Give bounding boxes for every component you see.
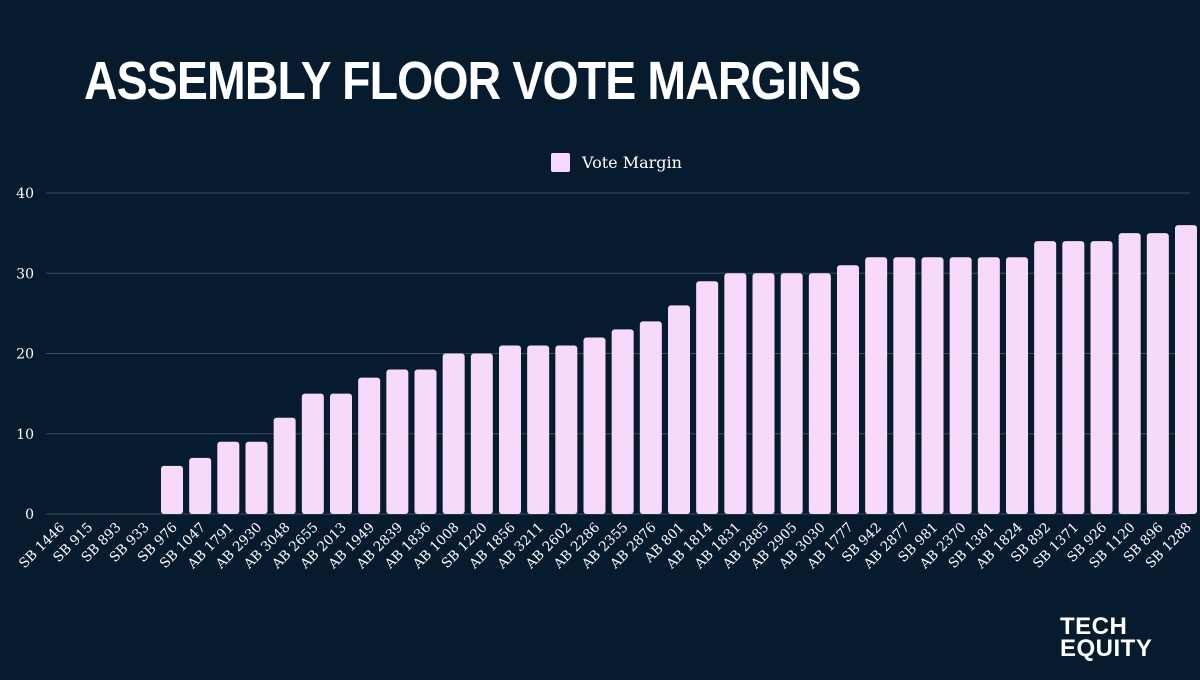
tech-equity-logo: TECH EQUITY bbox=[1060, 613, 1153, 662]
bar bbox=[1062, 241, 1085, 514]
bar bbox=[837, 265, 859, 514]
bar bbox=[189, 457, 212, 514]
bar bbox=[808, 273, 831, 514]
bar bbox=[527, 345, 550, 514]
bar bbox=[358, 377, 381, 514]
bar bbox=[414, 369, 437, 514]
bar bbox=[752, 273, 775, 514]
bar bbox=[330, 393, 352, 514]
y-tick-label: 10 bbox=[16, 427, 34, 443]
bar bbox=[724, 273, 747, 514]
bar bbox=[1118, 233, 1141, 514]
bar bbox=[1006, 257, 1028, 514]
bar bbox=[1146, 233, 1169, 514]
bar bbox=[499, 345, 521, 514]
logo-line-1: TECH bbox=[1060, 613, 1128, 640]
bar bbox=[555, 345, 578, 514]
y-tick-label: 0 bbox=[25, 507, 34, 523]
bar bbox=[668, 305, 690, 514]
bar bbox=[1090, 241, 1113, 514]
y-tick-label: 20 bbox=[16, 347, 34, 363]
bar bbox=[273, 417, 296, 514]
bar bbox=[161, 465, 183, 514]
bar bbox=[1175, 225, 1197, 514]
bar bbox=[639, 321, 662, 514]
bar bbox=[245, 441, 268, 514]
bar bbox=[583, 337, 606, 514]
bar bbox=[217, 441, 240, 514]
y-tick-label: 30 bbox=[16, 266, 34, 282]
bar bbox=[696, 281, 719, 514]
legend: Vote Margin bbox=[551, 153, 682, 172]
chart-title: ASSEMBLY FLOOR VOTE MARGINS bbox=[84, 51, 862, 111]
legend-swatch bbox=[551, 153, 570, 172]
bar bbox=[780, 273, 803, 514]
bar bbox=[949, 257, 972, 514]
y-tick-label: 40 bbox=[16, 186, 34, 202]
bar bbox=[1034, 241, 1057, 514]
bar bbox=[442, 353, 465, 514]
bar bbox=[977, 257, 1000, 514]
bar bbox=[470, 353, 493, 514]
bar bbox=[386, 369, 409, 514]
bar bbox=[921, 257, 944, 514]
logo-line-2: EQUITY bbox=[1060, 635, 1153, 662]
bar bbox=[611, 329, 634, 514]
bar bbox=[865, 257, 888, 514]
legend-label: Vote Margin bbox=[582, 153, 682, 172]
bar bbox=[893, 257, 916, 514]
bar bbox=[301, 393, 324, 514]
